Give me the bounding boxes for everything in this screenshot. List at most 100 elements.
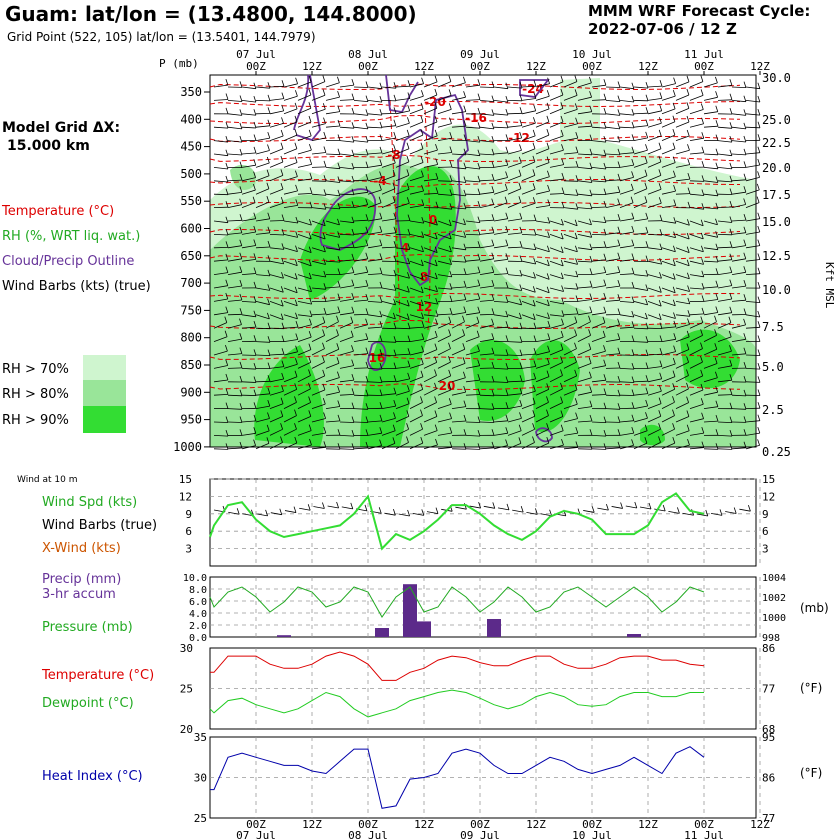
wind-barb xyxy=(703,448,719,450)
wind-barb-flag xyxy=(743,226,747,233)
wind-barb-flag xyxy=(589,429,593,436)
wind-barb xyxy=(619,273,635,275)
wind-barb xyxy=(325,247,340,251)
wind-barb xyxy=(591,421,607,423)
wind-barb xyxy=(661,314,676,319)
wind-barb-flag xyxy=(449,245,452,253)
wind-barb xyxy=(311,287,326,290)
wind-barb-flag xyxy=(757,281,761,289)
wind-barb-flag xyxy=(365,148,369,156)
wind-barb xyxy=(395,428,409,436)
wind-barb-flag xyxy=(687,158,691,165)
wind-barb-flag xyxy=(225,228,229,236)
wind-barb-flag xyxy=(729,135,733,143)
wind-barb-flag xyxy=(239,403,243,410)
wind-barb-flag xyxy=(337,280,341,288)
wind-barb-flag xyxy=(561,172,565,180)
wind-barb-flag xyxy=(546,115,550,123)
wind-barb xyxy=(703,348,717,356)
wind-barb xyxy=(731,232,746,235)
wind-barb xyxy=(465,285,480,289)
wind-barb xyxy=(283,363,298,369)
wind-barb-flag xyxy=(589,202,593,210)
wind-barb xyxy=(227,299,242,302)
pressure-tick-label: 400 xyxy=(180,112,202,126)
wind-barb-flag xyxy=(365,333,369,340)
wind-barb-flag xyxy=(686,410,690,417)
wind-barb xyxy=(549,416,564,423)
bottom-date-label: 11 Jul xyxy=(684,829,724,840)
wind-barb-flag xyxy=(420,357,424,365)
wind-barb xyxy=(619,218,634,222)
wind-barb-flag xyxy=(491,95,495,102)
wind-barb xyxy=(241,202,256,208)
wind-barb-flag xyxy=(715,120,719,127)
wind-barb-flag xyxy=(505,376,509,383)
wind-barb-flag xyxy=(519,412,522,419)
wind-barb-flag xyxy=(393,412,396,419)
wind-barb xyxy=(535,351,550,356)
wind-barb-flag xyxy=(266,437,270,444)
wind-barb-flag xyxy=(337,268,341,275)
wind-barb xyxy=(549,430,564,436)
wind-barb-flag xyxy=(617,279,621,287)
wind-barb-flag xyxy=(546,142,550,149)
wind-barb xyxy=(745,368,761,370)
wind-barb xyxy=(717,180,733,183)
wind-barb-flag xyxy=(239,293,243,301)
bottom-hour-label: 12Z xyxy=(414,818,434,831)
wind-barb xyxy=(591,365,606,369)
wind-barb xyxy=(717,272,732,275)
wind-barb xyxy=(255,341,271,343)
bottom-hour-label: 12Z xyxy=(302,818,322,831)
wind-barb xyxy=(661,338,676,342)
wind-barb-flag xyxy=(547,312,550,319)
wind-barb-flag xyxy=(658,436,661,443)
pressure-tick-label: 850 xyxy=(180,358,202,372)
wind-barb-flag xyxy=(476,330,480,337)
wind-barb xyxy=(479,100,494,102)
wind-barb xyxy=(255,162,270,168)
wind-barb-flag xyxy=(757,335,761,342)
wind-barb xyxy=(241,273,257,275)
wind-barb-flag xyxy=(672,128,676,136)
wind-barb xyxy=(465,206,481,208)
wind-barb xyxy=(367,381,383,383)
wind-barb-flag xyxy=(253,414,257,422)
wind-barb xyxy=(325,111,340,115)
wind-barb xyxy=(381,405,396,409)
wind-barb-flag xyxy=(686,246,690,253)
wind-barb xyxy=(269,353,285,356)
wind-barb xyxy=(591,259,606,262)
wind-barb xyxy=(647,442,661,450)
wind-barb-flag xyxy=(351,201,355,208)
wind-barb-flag xyxy=(491,416,495,423)
wind-barb xyxy=(591,140,606,143)
wind-barb xyxy=(255,287,270,291)
wind-barb-flag xyxy=(434,424,438,431)
wind-barb xyxy=(745,126,761,129)
wind-barb-flag xyxy=(700,316,704,323)
wind-barb xyxy=(633,112,649,115)
wind-barb xyxy=(479,245,494,249)
wind-barb-flag xyxy=(574,219,578,226)
wind-barb xyxy=(409,121,424,128)
wind-barb-flag xyxy=(420,423,423,430)
wind-barb xyxy=(521,274,536,279)
wind-barb xyxy=(521,161,536,168)
wind-barb-flag xyxy=(294,396,297,403)
wind-barb xyxy=(353,100,369,102)
wind-barb-flag xyxy=(519,284,523,291)
pressure-tick-label: 350 xyxy=(180,85,202,99)
wind-barb xyxy=(577,96,592,101)
wind-barb-flag xyxy=(729,149,733,156)
wind-barb xyxy=(269,247,284,250)
wind-barb-flag xyxy=(448,75,452,82)
wind-barb xyxy=(465,272,480,275)
wind-barb-flag xyxy=(225,388,229,395)
wind-barb-flag xyxy=(743,279,747,287)
wind-barb-flag xyxy=(393,322,397,329)
wind-barb-flag xyxy=(379,376,383,383)
height-tick-label: 7.5 xyxy=(762,320,784,334)
wind-barb-flag xyxy=(658,397,662,404)
